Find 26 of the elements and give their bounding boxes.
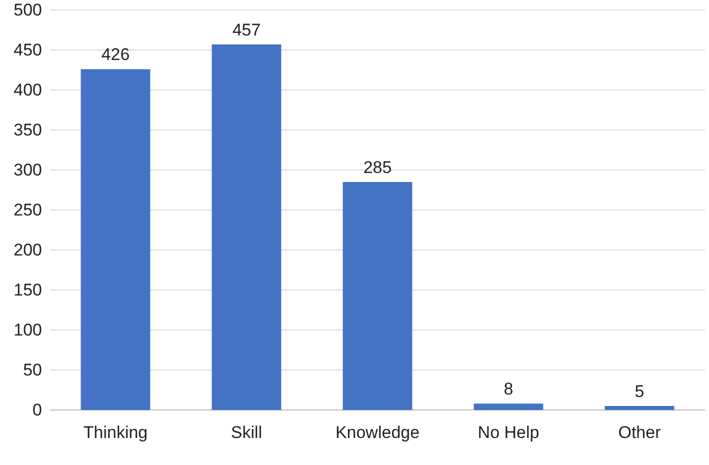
bar xyxy=(80,69,150,410)
y-tick-label: 300 xyxy=(14,160,42,180)
bar xyxy=(604,406,674,410)
data-label: 457 xyxy=(232,20,261,40)
x-tick-label: Other xyxy=(618,423,662,442)
y-tick-label: 0 xyxy=(32,400,42,420)
y-tick-label: 150 xyxy=(14,280,42,300)
y-tick-label: 350 xyxy=(14,120,42,140)
y-tick-label: 50 xyxy=(23,360,42,380)
data-label: 285 xyxy=(363,158,392,177)
x-tick-label: Skill xyxy=(230,423,262,442)
x-tick-label: Knowledge xyxy=(335,423,420,442)
y-tick-label: 500 xyxy=(14,0,42,20)
bar xyxy=(474,404,544,410)
y-tick-label: 400 xyxy=(14,80,42,100)
y-tick-label: 200 xyxy=(14,240,42,260)
data-label: 426 xyxy=(101,45,130,64)
y-tick-label: 450 xyxy=(14,40,42,60)
y-tick-label: 100 xyxy=(14,320,42,340)
bar xyxy=(212,44,282,410)
data-label: 5 xyxy=(634,382,644,401)
y-tick-label: 250 xyxy=(14,200,42,220)
x-tick-label: No Help xyxy=(478,423,540,442)
data-label: 8 xyxy=(504,380,514,399)
x-tick-label: Thinking xyxy=(83,423,148,442)
bar xyxy=(342,182,412,410)
